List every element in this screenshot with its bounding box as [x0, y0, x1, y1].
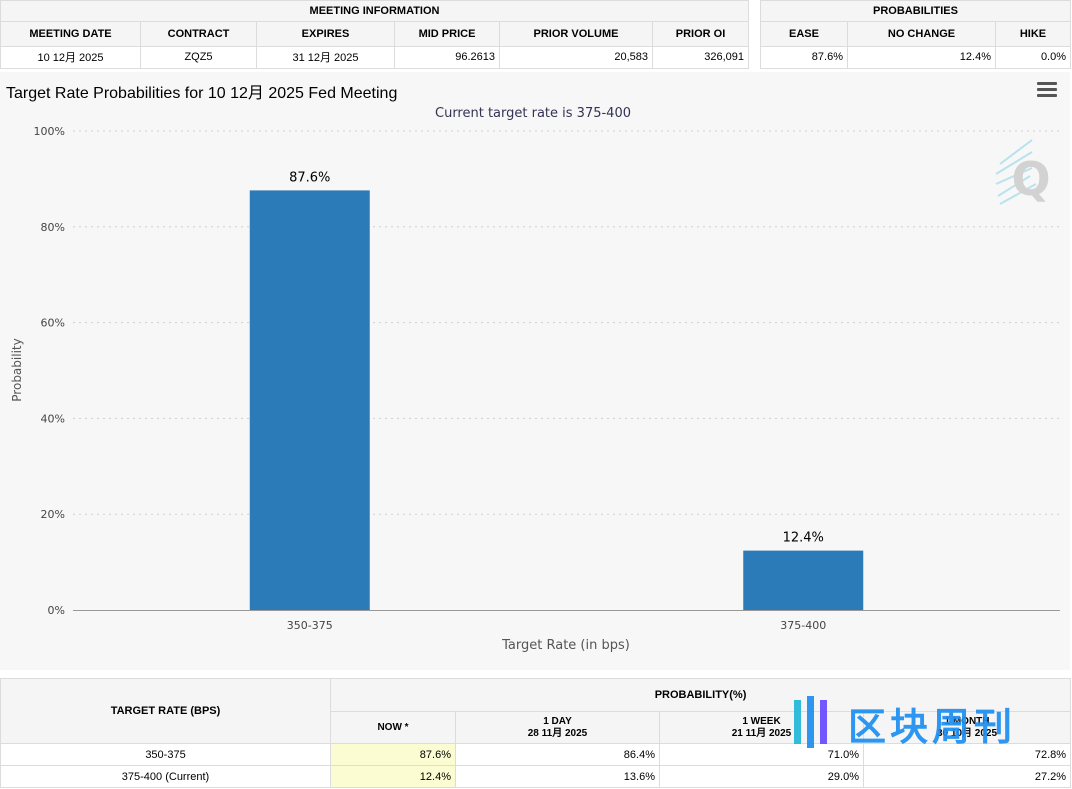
hike-header: HIKE [994, 21, 1072, 47]
logo-stripe [995, 151, 1033, 175]
col-1month-header: 1 MONTH 30 10月 2025 [862, 711, 1072, 744]
ease-value: 87.6% [760, 45, 848, 70]
1week-cell: 29.0% [659, 765, 864, 788]
y-tick-label: 100% [34, 125, 65, 138]
no-change-header: NO CHANGE [847, 21, 996, 47]
mid-price-header: MID PRICE [394, 21, 500, 47]
meeting-date-header: MEETING DATE [0, 21, 141, 47]
x-tick-label: 375-400 [780, 619, 826, 632]
col-1month-line2: 30 10月 2025 [936, 727, 998, 739]
x-axis-label: Target Rate (in bps) [501, 638, 630, 653]
table-row: 375-400 (Current) 12.4% 13.6% 29.0% 27.2… [0, 765, 1072, 788]
col-1month-line1: 1 MONTH [944, 715, 990, 727]
col-now-header: NOW * [330, 711, 456, 744]
chart-panel: Current target rate is 375-400 0% 20% 40% 60… [0, 72, 1070, 670]
contract-header: CONTRACT [140, 21, 257, 47]
probabilities-title: PROBABILITIES [759, 0, 1072, 23]
prior-oi-header: PRIOR OI [651, 21, 750, 47]
rate-cell: 350-375 [0, 743, 331, 766]
hamburger-menu-icon[interactable] [1037, 82, 1057, 98]
1month-cell: 27.2% [862, 765, 1072, 788]
1day-cell: 13.6% [455, 765, 660, 788]
col-1day-line2: 28 11月 2025 [527, 727, 588, 739]
no-change-value: 12.4% [847, 45, 996, 70]
col-1day-header: 1 DAY 28 11月 2025 [455, 711, 660, 744]
meeting-date-value: 10 12月 2025 [0, 45, 141, 70]
expires-header: EXPIRES [256, 21, 395, 47]
1week-cell: 71.0% [659, 743, 864, 766]
y-tick-label: 60% [41, 317, 65, 330]
y-axis-label: Probability [10, 338, 24, 401]
probability-header: PROBABILITY(%) [329, 678, 1072, 712]
now-cell: 12.4% [330, 765, 456, 788]
target-rate-probability-table: TARGET RATE (BPS) PROBABILITY(%) NOW * 1… [0, 678, 1072, 788]
col-1week-line1: 1 WEEK [742, 715, 781, 727]
1day-cell: 86.4% [455, 743, 660, 766]
y-tick-label: 80% [41, 221, 65, 234]
y-tick-label: 20% [41, 508, 65, 521]
meeting-information-title: MEETING INFORMATION [0, 0, 750, 23]
col-now-line1: NOW * [377, 721, 409, 733]
1month-cell: 72.8% [862, 743, 1072, 766]
bar-data-label: 87.6% [289, 170, 330, 185]
expires-value: 31 12月 2025 [256, 45, 395, 70]
col-1day-line1: 1 DAY [543, 715, 572, 727]
contract-value: ZQZ5 [140, 45, 257, 70]
bar-data-label: 12.4% [783, 531, 824, 546]
prior-volume-header: PRIOR VOLUME [499, 21, 653, 47]
bar [249, 190, 370, 610]
logo-stripe [997, 175, 1031, 197]
prior-volume-value: 20,583 [499, 45, 653, 70]
mid-price-value: 96.2613 [394, 45, 500, 70]
bar-chart: Current target rate is 375-400 0% 20% 40% 60… [10, 106, 1060, 653]
logo-q-glyph: Q [1011, 152, 1050, 206]
logo-stripe [995, 167, 1033, 185]
logo-stripe [999, 139, 1033, 165]
meeting-information-table: MEETING INFORMATION MEETING DATE CONTRAC… [0, 0, 750, 70]
col-1week-line2: 21 11月 2025 [731, 727, 792, 739]
ease-header: EASE [760, 21, 848, 47]
rate-cell: 375-400 (Current) [0, 765, 331, 788]
y-tick-label: 40% [41, 412, 65, 425]
table-row: 350-375 87.6% 86.4% 71.0% 72.8% [0, 743, 1072, 766]
hike-value: 0.0% [994, 45, 1072, 70]
chart-title: Target Rate Probabilities for 10 12月 202… [6, 85, 398, 102]
now-cell: 87.6% [330, 743, 456, 766]
target-rate-header: TARGET RATE (BPS) [0, 678, 331, 744]
bar [743, 550, 864, 610]
chart-subtitle: Current target rate is 375-400 [435, 106, 631, 121]
logo-stripe [999, 183, 1037, 205]
y-tick-label: 0% [48, 604, 65, 617]
col-1week-header: 1 WEEK 21 11月 2025 [659, 711, 864, 744]
quikstrike-q-logo-icon: Q [995, 139, 1051, 206]
probabilities-table: PROBABILITIES EASE NO CHANGE HIKE 87.6% … [759, 0, 1072, 70]
x-tick-label: 350-375 [287, 619, 333, 632]
prior-oi-value: 326,091 [651, 45, 750, 70]
